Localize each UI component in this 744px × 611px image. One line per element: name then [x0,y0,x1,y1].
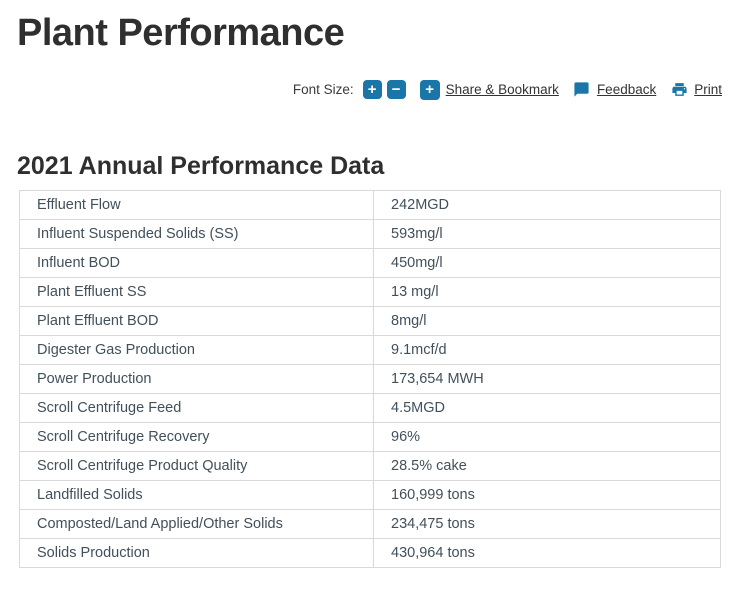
font-size-label: Font Size: [292,82,354,97]
table-row: Scroll Centrifuge Product Quality 28.5% c… [19,450,721,481]
print-label: Print [694,82,722,97]
row-value: 234,475 tons [373,508,721,539]
row-label: Composted/Land Applied/Other Solids [19,508,374,539]
page: Plant Performance Font Size: + − + Share… [0,10,744,568]
row-value: 242MGD [373,189,721,220]
table-row: Power Production 173,654 MWH [19,363,721,394]
print-link[interactable]: Print [670,81,722,99]
table-row: Solids Production 430,964 tons [19,537,721,568]
row-value: 430,964 tons [373,537,721,568]
plus-icon: + [367,81,377,98]
row-label: Effluent Flow [19,189,374,220]
row-value: 173,654 MWH [373,363,721,394]
plus-glyph: + [425,81,434,98]
font-size-decrease-button[interactable]: − [386,80,406,99]
feedback-label: Feedback [596,82,657,97]
row-label: Solids Production [19,537,374,568]
share-plus-icon: + [419,79,440,100]
row-value: 450mg/l [373,247,721,278]
row-label: Scroll Centrifuge Product Quality [19,450,374,481]
table-row: Influent Suspended Solids (SS) 593mg/l [19,218,721,249]
table-row: Effluent Flow 242MGD [19,189,721,220]
font-size-increase-button[interactable]: + [362,80,382,99]
row-label: Influent Suspended Solids (SS) [19,218,374,249]
table-row: Plant Effluent SS 13 mg/l [19,276,721,307]
table-row: Scroll Centrifuge Feed 4.5MGD [19,392,721,423]
page-title: Plant Performance [17,12,345,54]
row-value: 160,999 tons [373,479,721,510]
row-label: Landfilled Solids [19,479,374,510]
performance-table-body: Effluent Flow 242MGD Influent Suspended So… [19,189,721,568]
table-row: Scroll Centrifuge Recovery 96% [19,421,721,452]
feedback-link[interactable]: Feedback [573,81,656,99]
toolbar: Font Size: + − + Share & Bookmark Feedba… [0,79,722,100]
row-value: 4.5MGD [373,392,721,423]
table-row: Landfilled Solids 160,999 tons [19,479,721,510]
row-label: Power Production [19,363,374,394]
table-row: Composted/Land Applied/Other Solids 234,4… [19,508,721,539]
row-value: 13 mg/l [373,276,721,307]
table-row: Influent BOD 450mg/l [19,247,721,278]
row-label: Influent BOD [19,247,374,278]
row-label: Plant Effluent SS [19,276,374,307]
row-label: Scroll Centrifuge Recovery [19,421,374,452]
row-label: Digester Gas Production [19,334,374,365]
share-bookmark-label: Share & Bookmark [445,82,559,97]
row-value: 9.1mcf/d [373,334,721,365]
font-size-control: Font Size: + − [293,80,406,99]
row-value: 8mg/l [373,305,721,336]
minus-icon: − [391,81,401,98]
speech-bubble-icon [573,81,591,99]
printer-icon [670,81,688,99]
row-label: Scroll Centrifuge Feed [19,392,374,423]
table-row: Digester Gas Production 9.1mcf/d [19,334,721,365]
section-heading: 2021 Annual Performance Data [17,151,385,180]
row-label: Plant Effluent BOD [19,305,374,336]
share-bookmark-link[interactable]: + Share & Bookmark [419,79,559,100]
row-value: 28.5% cake [373,450,721,481]
row-value: 593mg/l [373,218,721,249]
row-value: 96% [373,421,721,452]
performance-table: Effluent Flow 242MGD Influent Suspended So… [19,189,721,568]
table-row: Plant Effluent BOD 8mg/l [19,305,721,336]
